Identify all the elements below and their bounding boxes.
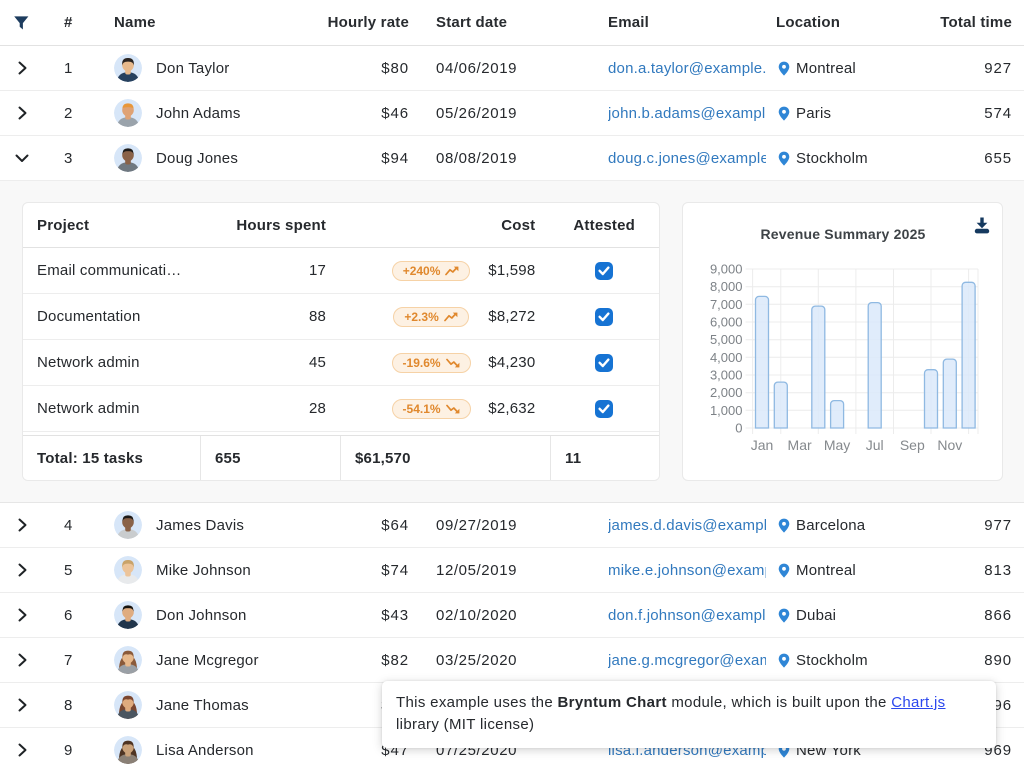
- svg-text:1,000: 1,000: [710, 403, 743, 418]
- svg-text:3,000: 3,000: [710, 368, 743, 383]
- svg-text:2,000: 2,000: [710, 385, 743, 400]
- svg-text:Jul: Jul: [866, 437, 884, 453]
- svg-text:Jan: Jan: [751, 437, 774, 453]
- svg-text:Revenue Summary 2025: Revenue Summary 2025: [760, 226, 925, 242]
- svg-text:5,000: 5,000: [710, 332, 743, 347]
- svg-text:Sep: Sep: [900, 437, 925, 453]
- svg-text:8,000: 8,000: [710, 279, 743, 294]
- svg-text:4,000: 4,000: [710, 350, 743, 365]
- svg-text:9,000: 9,000: [710, 262, 743, 277]
- svg-text:6,000: 6,000: [710, 315, 743, 330]
- svg-text:Nov: Nov: [937, 437, 962, 453]
- svg-text:Mar: Mar: [788, 437, 812, 453]
- svg-text:7,000: 7,000: [710, 297, 743, 312]
- svg-text:0: 0: [735, 421, 742, 436]
- svg-text:May: May: [824, 437, 850, 453]
